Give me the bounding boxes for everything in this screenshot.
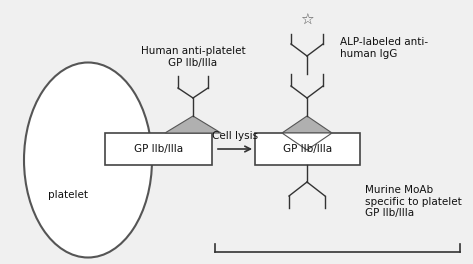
Text: Cell lysis: Cell lysis [212,131,258,141]
Text: Human anti-platelet
GP IIb/IIIa: Human anti-platelet GP IIb/IIIa [140,46,245,68]
Text: ☆: ☆ [300,12,314,27]
Ellipse shape [24,63,152,257]
FancyBboxPatch shape [105,133,212,165]
FancyBboxPatch shape [255,133,360,165]
Text: platelet: platelet [48,190,88,200]
Text: ALP-labeled anti-
human IgG: ALP-labeled anti- human IgG [340,37,428,59]
Text: Murine MoAb
specific to platelet
GP IIb/IIIa: Murine MoAb specific to platelet GP IIb/… [365,185,462,218]
Text: GP IIb/IIIa: GP IIb/IIIa [134,144,183,154]
Text: GP IIb/IIIa: GP IIb/IIIa [283,144,332,154]
Polygon shape [282,133,332,150]
Polygon shape [165,116,221,133]
Polygon shape [282,116,332,133]
